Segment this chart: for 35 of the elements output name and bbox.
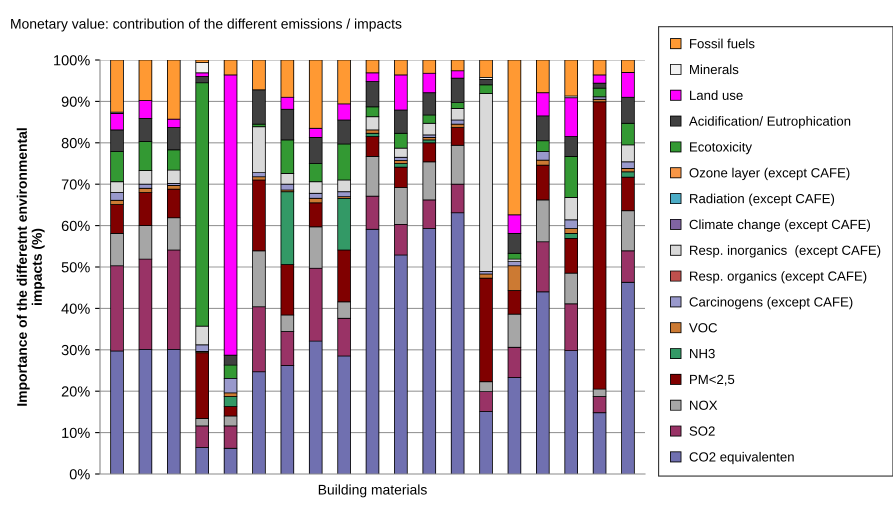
- y-tick-label: 10%: [62, 428, 90, 438]
- y-tick-label: 90%: [62, 96, 90, 107]
- legend-label: Land use: [690, 90, 743, 100]
- legend-label: Resp. organics (except CAFE): [690, 271, 866, 284]
- legend-label: Climate change (except CAFE): [690, 219, 870, 232]
- bar: [479, 60, 493, 78]
- legend-label: Fossil fuels: [690, 38, 754, 48]
- y-tick-label: 20%: [62, 386, 90, 397]
- bar: [252, 126, 266, 174]
- legend-label: NOX: [690, 400, 718, 410]
- legend-label: Ozone layer (except CAFE): [690, 168, 850, 180]
- y-tick-label: 70%: [62, 179, 90, 190]
- x-axis-title: Building materials: [318, 484, 427, 498]
- legend-label: Radiation (except CAFE): [690, 194, 834, 206]
- legend-label: VOC: [689, 323, 718, 332]
- legend-label: SO2: [690, 426, 715, 436]
- y-tick-label: 30%: [62, 344, 90, 356]
- legend-label: PM<2,5: [690, 374, 734, 386]
- y-tick-label: 50%: [62, 262, 90, 272]
- legend-label: Ecotoxicity: [690, 142, 752, 154]
- legend-label: Carcinogens (except CAFE): [690, 296, 852, 310]
- y-tick-label: 40%: [61, 304, 90, 314]
- chart-title: Monetary value: contribution of the different emissions / impacts: [11, 18, 402, 32]
- bar: [592, 88, 606, 98]
- y-tick-label: 0%: [70, 469, 90, 480]
- bar: [195, 62, 209, 74]
- legend-label: Resp. inorganics (except CAFE): [690, 245, 880, 258]
- y-tick-label: 80%: [62, 138, 90, 148]
- y-tick-label: 60%: [62, 220, 90, 232]
- legend-label: NH3: [690, 348, 715, 358]
- y-axis-title: Importance of the differetnt environmental impacts (%): [16, 128, 45, 406]
- legend-label: CO2 equivalenten: [690, 452, 794, 464]
- legend-label: Minerals: [690, 64, 738, 74]
- y-tick-label: 100%: [54, 55, 90, 66]
- legend-label: Acidification/ Eutrophication: [688, 116, 850, 128]
